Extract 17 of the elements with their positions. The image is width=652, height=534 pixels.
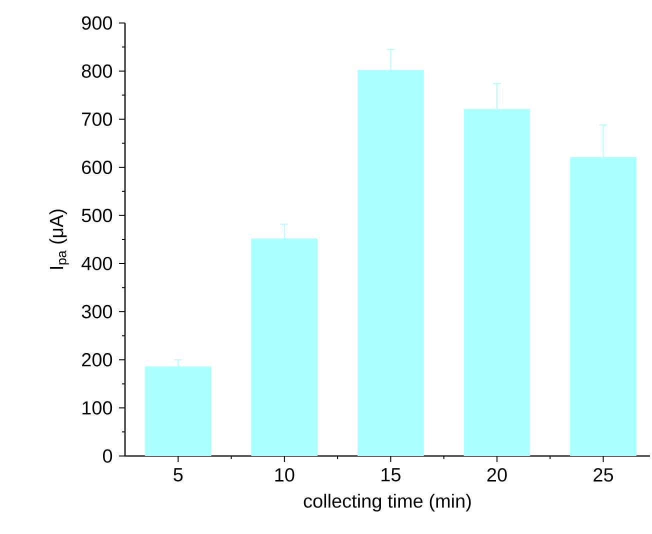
y-tick-label: 100 (82, 401, 112, 415)
x-tick-label: 10 (275, 468, 294, 482)
y-tick-label: 800 (82, 64, 112, 78)
x-tick-label: 15 (382, 468, 400, 482)
y-tick-label: 600 (82, 160, 112, 174)
x-axis-title: collecting time (min) (304, 494, 471, 512)
x-tick-label: 20 (487, 468, 507, 482)
x-tick-label: 5 (174, 468, 183, 482)
y-tick-label: 400 (82, 256, 112, 270)
y-axis-title: I$_{pa}$ (μA) (49, 210, 69, 269)
y-tick-label: 200 (82, 353, 112, 366)
x-tick-label: 25 (594, 468, 614, 482)
y-tick-label: 900 (82, 16, 112, 30)
y-tick-label: 0 (102, 449, 112, 463)
y-tick-label: 700 (82, 112, 112, 126)
y-tick-label: 500 (82, 208, 112, 222)
y-tick-label: 300 (82, 304, 112, 318)
